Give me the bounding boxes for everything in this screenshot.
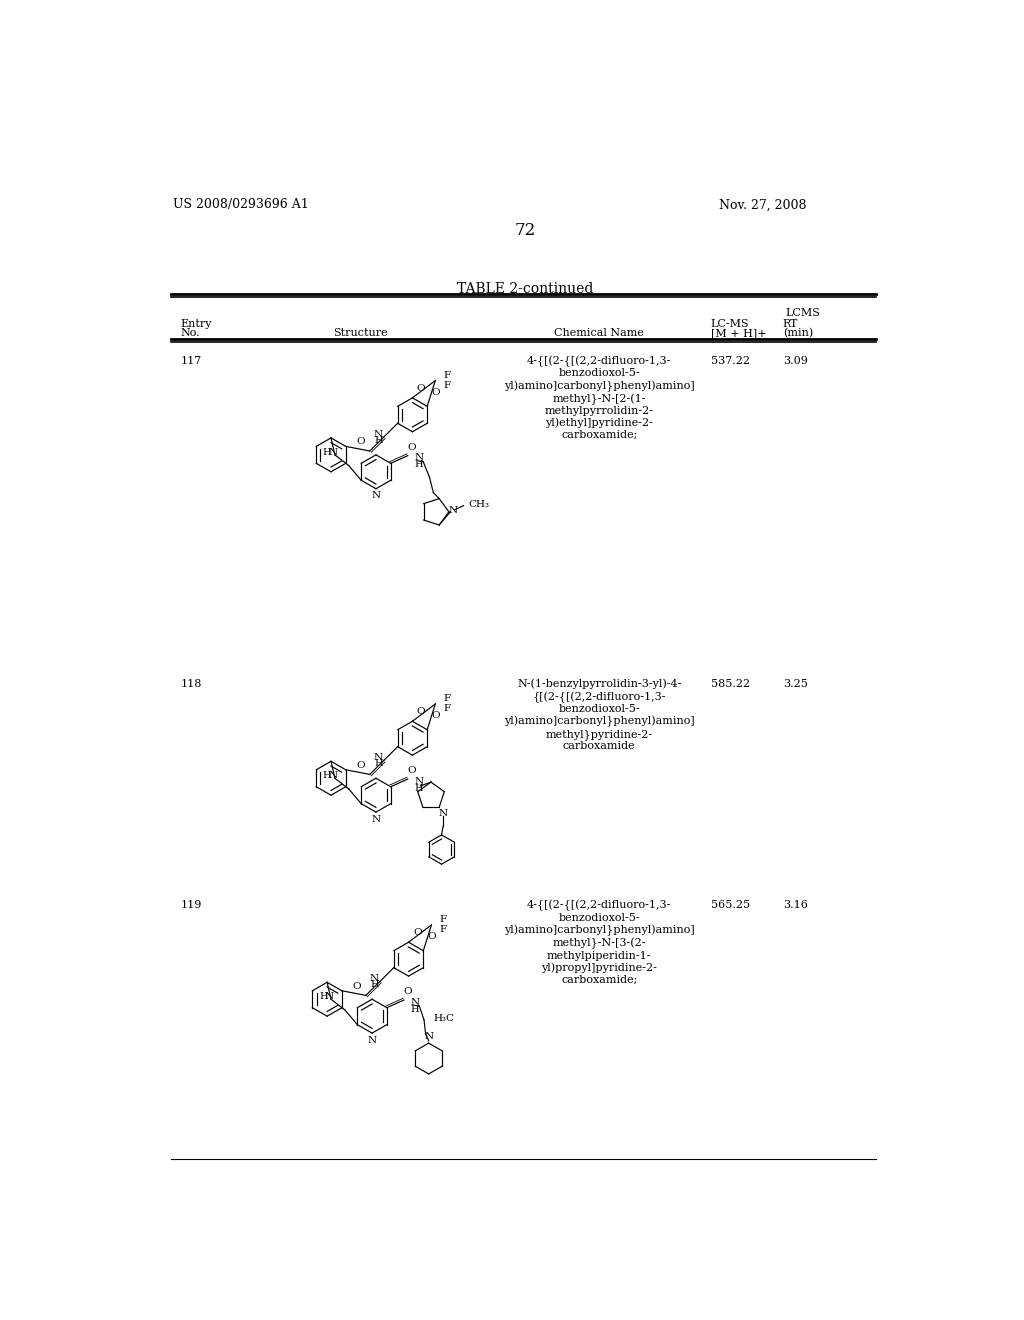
Text: H: H <box>323 447 332 457</box>
Text: 3.16: 3.16 <box>783 900 808 909</box>
Text: 119: 119 <box>180 900 202 909</box>
Text: 537.22: 537.22 <box>711 355 750 366</box>
Text: LC-MS: LC-MS <box>711 318 750 329</box>
Text: H: H <box>411 1005 419 1014</box>
Text: N: N <box>414 777 423 785</box>
Text: O: O <box>431 388 440 396</box>
Text: N: N <box>374 429 383 438</box>
Text: O: O <box>356 437 365 446</box>
Text: CH₃: CH₃ <box>468 500 489 508</box>
Text: TABLE 2-continued: TABLE 2-continued <box>457 281 593 296</box>
Text: 585.22: 585.22 <box>711 678 750 689</box>
Text: N: N <box>424 1032 433 1040</box>
Text: N: N <box>411 998 419 1007</box>
Text: 4-{[(2-{[(2,2-difluoro-1,3-
benzodioxol-5-
yl)amino]carbonyl}phenyl)amino]
methy: 4-{[(2-{[(2,2-difluoro-1,3- benzodioxol-… <box>504 900 694 985</box>
Text: 4-{[(2-{[(2,2-difluoro-1,3-
benzodioxol-5-
yl)amino]carbonyl}phenyl)amino]
methy: 4-{[(2-{[(2,2-difluoro-1,3- benzodioxol-… <box>504 355 694 440</box>
Text: O: O <box>356 760 365 770</box>
Text: O: O <box>431 711 440 719</box>
Text: H: H <box>374 759 383 768</box>
Text: N: N <box>368 1036 377 1044</box>
Text: N: N <box>372 814 381 824</box>
Text: Chemical Name: Chemical Name <box>554 327 644 338</box>
Text: (min): (min) <box>783 327 813 338</box>
Text: O: O <box>403 987 412 997</box>
Text: 3.25: 3.25 <box>783 678 808 689</box>
Text: 565.25: 565.25 <box>711 900 750 909</box>
Text: Entry: Entry <box>180 318 212 329</box>
Text: H: H <box>318 993 328 1002</box>
Text: N: N <box>449 506 458 515</box>
Text: US 2008/0293696 A1: US 2008/0293696 A1 <box>173 198 308 211</box>
Text: N: N <box>325 993 334 1002</box>
Text: Structure: Structure <box>333 327 388 338</box>
Text: H: H <box>374 436 383 445</box>
Text: H: H <box>323 771 332 780</box>
Text: N: N <box>414 454 423 462</box>
Text: O: O <box>417 708 425 717</box>
Text: H: H <box>415 461 423 470</box>
Text: H: H <box>370 981 379 989</box>
Text: O: O <box>413 928 422 937</box>
Text: O: O <box>352 982 360 990</box>
Text: N: N <box>438 809 447 818</box>
Text: 117: 117 <box>180 355 202 366</box>
Text: F: F <box>443 371 451 380</box>
Text: N: N <box>370 974 379 983</box>
Text: F: F <box>439 915 446 924</box>
Text: N: N <box>372 491 381 500</box>
Text: No.: No. <box>180 327 201 338</box>
Text: O: O <box>408 766 416 775</box>
Text: F: F <box>443 694 451 704</box>
Text: 72: 72 <box>514 222 536 239</box>
Text: N: N <box>374 752 383 762</box>
Text: 118: 118 <box>180 678 202 689</box>
Text: F: F <box>443 380 451 389</box>
Text: 3.09: 3.09 <box>783 355 808 366</box>
Text: H₃C: H₃C <box>433 1014 455 1023</box>
Text: [M + H]+: [M + H]+ <box>711 327 766 338</box>
Text: LCMS: LCMS <box>785 308 820 318</box>
Text: N-(1-benzylpyrrolidin-3-yl)-4-
{[(2-{[(2,2-difluoro-1,3-
benzodioxol-5-
yl)amino: N-(1-benzylpyrrolidin-3-yl)-4- {[(2-{[(2… <box>504 678 694 751</box>
Text: RT: RT <box>783 318 799 329</box>
Text: F: F <box>439 925 446 935</box>
Text: H: H <box>415 784 423 793</box>
Text: N: N <box>329 771 338 780</box>
Text: N: N <box>329 447 338 457</box>
Text: O: O <box>417 384 425 393</box>
Text: Nov. 27, 2008: Nov. 27, 2008 <box>719 198 806 211</box>
Text: O: O <box>427 932 436 941</box>
Text: F: F <box>443 704 451 713</box>
Text: O: O <box>408 442 416 451</box>
